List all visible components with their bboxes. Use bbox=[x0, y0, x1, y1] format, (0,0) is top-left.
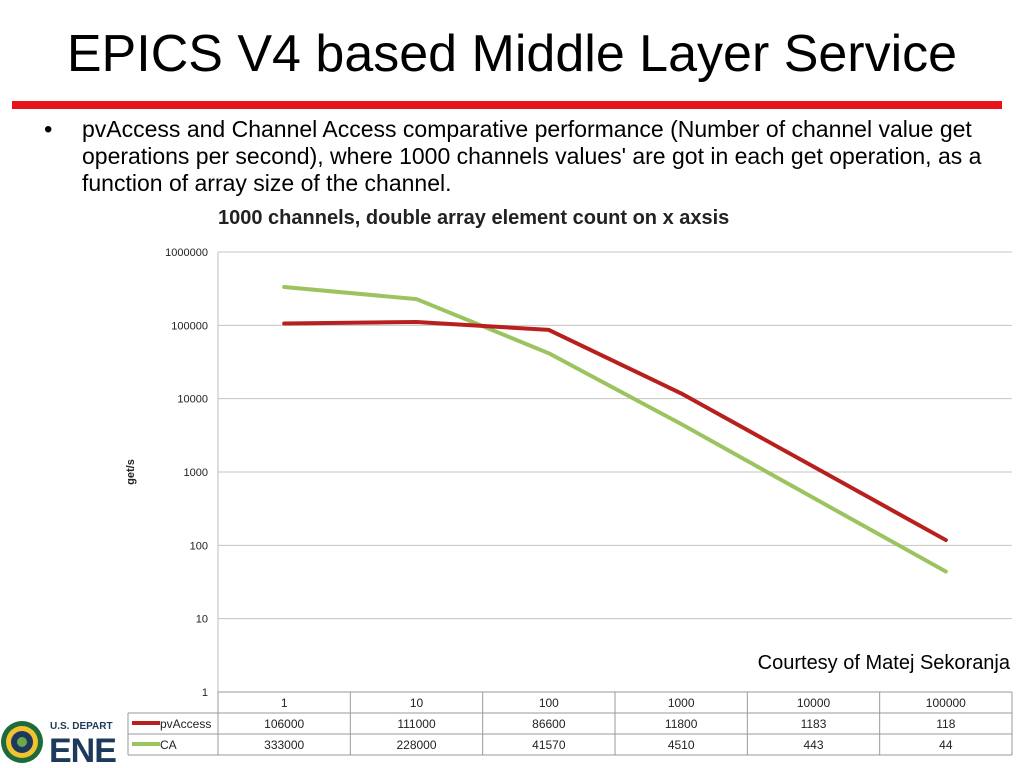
chart-title: 1000 channels, double array element coun… bbox=[218, 207, 730, 229]
courtesy-note: Courtesy of Matej Sekoranja bbox=[757, 652, 1010, 674]
data-label: 41570 bbox=[532, 738, 566, 752]
x-tick-label: 100 bbox=[539, 696, 559, 710]
data-label: 111000 bbox=[397, 717, 436, 731]
data-label: 118 bbox=[936, 717, 955, 731]
data-label: 228000 bbox=[396, 738, 436, 752]
x-tick-label: 10 bbox=[410, 696, 424, 710]
x-tick-label: 1 bbox=[281, 696, 288, 710]
y-tick-label: 1 bbox=[202, 687, 208, 699]
doe-seal-icon bbox=[1, 721, 43, 763]
data-label: 11800 bbox=[665, 717, 698, 731]
logo-text-department: U.S. DEPART bbox=[50, 721, 113, 732]
data-label: 106000 bbox=[264, 717, 304, 731]
slide-title: EPICS V4 based Middle Layer Service bbox=[66, 25, 958, 83]
series-line-ca bbox=[282, 285, 948, 574]
data-label: 443 bbox=[803, 738, 823, 752]
y-tick-label: 1000000 bbox=[165, 247, 208, 259]
data-label: 333000 bbox=[264, 738, 304, 752]
x-tick-label: 10000 bbox=[797, 696, 831, 710]
y-tick-label: 1000 bbox=[184, 467, 208, 479]
legend-entry: pvAccess bbox=[160, 717, 211, 731]
doe-logo: U.S. DEPART ENE bbox=[0, 712, 120, 768]
series-line-pvaccess bbox=[282, 320, 948, 543]
data-label: 4510 bbox=[668, 738, 695, 752]
data-label: 44 bbox=[939, 738, 953, 752]
y-tick-label: 10 bbox=[196, 614, 208, 626]
data-label: 1183 bbox=[801, 717, 827, 731]
y-tick-label: 100 bbox=[190, 540, 208, 552]
y-tick-label: 100000 bbox=[171, 320, 208, 332]
y-axis-label: get/s bbox=[125, 459, 137, 485]
title-underline bbox=[12, 101, 1002, 109]
bullet-text: pvAccess and Channel Access comparative … bbox=[82, 116, 982, 196]
data-label: 86600 bbox=[532, 717, 566, 731]
bullet-marker: • bbox=[44, 116, 53, 143]
x-tick-label: 100000 bbox=[926, 696, 966, 710]
legend-entry: CA bbox=[160, 738, 177, 752]
y-tick-label: 10000 bbox=[177, 394, 208, 406]
logo-text-energy: ENE bbox=[49, 732, 117, 768]
x-tick-label: 1000 bbox=[668, 696, 695, 710]
